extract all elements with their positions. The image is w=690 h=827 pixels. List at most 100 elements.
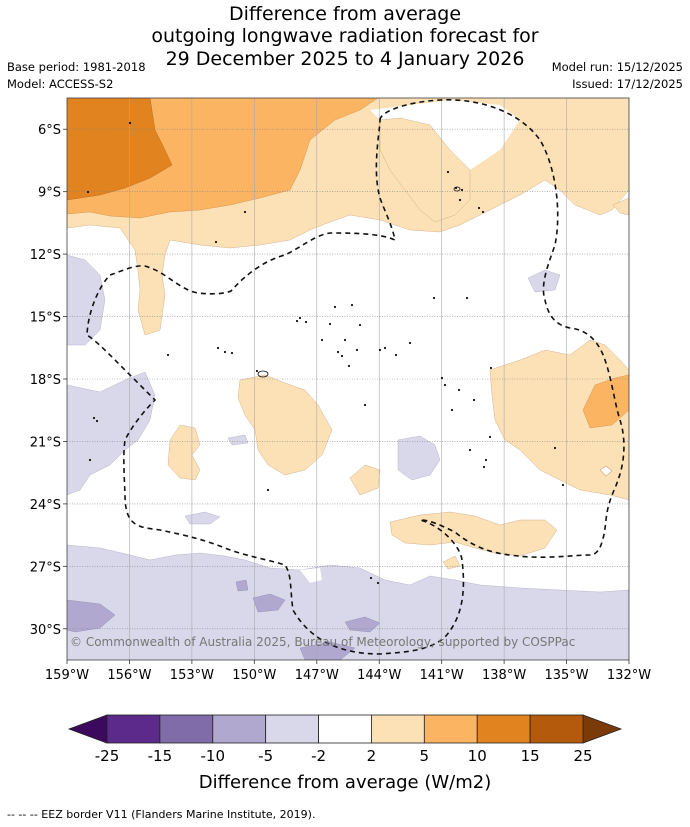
island-dot <box>408 341 412 345</box>
y-axis-ticks: 6°S 9°S 12°S 15°S 18°S 21°S 24°S 27°S 30°S <box>30 123 67 638</box>
meta-left: Base period: 1981-2018 Model: ACCESS-S2 <box>7 59 146 93</box>
island-dot <box>92 416 96 420</box>
x-tick-label: 141°W <box>420 668 464 683</box>
island-dot <box>216 346 220 350</box>
title-line-1: Difference from average <box>228 3 462 25</box>
colorbar-bin <box>529 714 584 744</box>
island-dot <box>443 383 447 387</box>
island-dot <box>457 388 461 392</box>
anomaly-region-light-purple-east <box>527 269 561 293</box>
y-tick-label: 18°S <box>30 373 61 388</box>
colorbar-tick-label: 15 <box>521 747 540 765</box>
island-dot <box>298 316 302 320</box>
island-dot <box>482 465 486 469</box>
colorbar-tick-label: -15 <box>148 747 173 765</box>
island-dot <box>450 408 454 412</box>
anomaly-region-light-purple-west <box>67 254 106 346</box>
anomaly-region-light-orange-central <box>237 374 333 476</box>
islands <box>86 121 613 585</box>
island-dot <box>223 350 227 354</box>
island-dot <box>86 190 90 194</box>
island-dot <box>88 458 92 462</box>
colorbar-bin <box>212 714 267 744</box>
island-dot <box>266 488 270 492</box>
anomaly-region-purple-a <box>252 593 286 613</box>
island-dot <box>95 419 99 423</box>
anomaly-region-light-purple-small-a <box>184 511 221 525</box>
colorbar-bin <box>423 714 478 744</box>
x-tick-label: 156°W <box>107 668 151 683</box>
anomaly-region-light-orange-east <box>489 339 629 501</box>
colorbar-tick-label: 10 <box>468 747 487 765</box>
colorbar-tick-label: -5 <box>258 747 273 765</box>
colorbar-tick-label: -10 <box>201 747 226 765</box>
island-dot <box>484 458 488 462</box>
island-dot <box>340 354 344 358</box>
colorbar: -25 -15 -10 -5 -2 2 5 10 15 25 <box>67 714 623 765</box>
footer-note: -- -- -- EEZ border V11 (Flanders Marine… <box>7 808 316 821</box>
island-dot <box>460 188 464 192</box>
colorbar-bin <box>159 714 214 744</box>
base-period: Base period: 1981-2018 <box>7 60 146 74</box>
island-dot <box>214 240 218 244</box>
island-dot <box>328 322 332 326</box>
island-dot <box>561 483 565 487</box>
colorbar-tick-label: 5 <box>420 747 430 765</box>
x-tick-label: 150°W <box>232 668 276 683</box>
island-dot <box>446 170 450 174</box>
island-dot <box>304 320 308 324</box>
anomaly-region-light-orange-south-small <box>442 555 461 570</box>
y-tick-label: 12°S <box>30 248 61 263</box>
island-dot <box>553 446 557 450</box>
island-dot <box>383 346 387 350</box>
colorbar-bin <box>265 714 319 744</box>
island-dot <box>488 435 492 439</box>
island-dot <box>166 353 170 357</box>
colorbar-over-arrow <box>582 714 623 744</box>
colorbar-bin <box>476 714 531 744</box>
x-tick-label: 138°W <box>482 668 526 683</box>
y-tick-label: 30°S <box>30 623 61 638</box>
x-tick-label: 153°W <box>170 668 214 683</box>
colorbar-bin <box>318 714 372 744</box>
gridlines <box>67 98 629 660</box>
colorbar-label: Difference from average (W/m2) <box>199 772 491 793</box>
anomaly-map: © Commonwealth of Australia 2025, Bureau… <box>30 97 651 793</box>
eez-border <box>86 99 625 655</box>
meta-right: Model run: 15/12/2025 Issued: 17/12/2025 <box>552 59 683 93</box>
x-tick-label: 147°W <box>295 668 339 683</box>
colorbar-bin <box>371 714 425 744</box>
colorbar-tick-label: 25 <box>573 747 592 765</box>
island-dot <box>363 403 367 407</box>
anomaly-region-light-purple-south <box>67 544 629 660</box>
anomaly-region-purple-d <box>299 641 356 660</box>
colorbar-bin <box>106 714 161 744</box>
model-name: Model: ACCESS-S2 <box>7 77 114 91</box>
anomaly-region-light-orange-islands <box>379 117 471 223</box>
x-tick-label: 135°W <box>544 668 588 683</box>
map-area: © Commonwealth of Australia 2025, Bureau… <box>67 98 629 660</box>
island-dot <box>477 206 481 210</box>
island-dot <box>468 448 472 452</box>
island-dot <box>347 364 351 368</box>
island-ring <box>453 186 461 192</box>
anomaly-region-light-purple-southwest <box>67 371 156 496</box>
y-tick-label: 9°S <box>38 186 61 201</box>
island-ring <box>257 370 269 378</box>
island-dot <box>333 305 337 309</box>
island-dot <box>295 319 299 323</box>
title-line-2: outgoing longwave radiation forecast for <box>151 25 539 47</box>
x-axis-ticks: 159°W 156°W 153°W 150°W 147°W 144°W 141°W 138°W… <box>45 660 651 683</box>
anomaly-region-light-orange-south <box>389 511 558 557</box>
island-dot <box>255 369 259 373</box>
anomaly-region-purple-c <box>344 616 381 633</box>
island-white-marker <box>599 465 613 477</box>
anomaly-region-purple-e <box>235 579 249 592</box>
island-dot <box>432 296 436 300</box>
anomaly-region-dark-orange-northwest <box>67 98 173 201</box>
anomaly-region-orange-east-patch <box>612 197 629 216</box>
issued-date: Issued: 17/12/2025 <box>572 77 683 91</box>
colorbar-tick-label: 2 <box>367 747 377 765</box>
island-dot <box>489 366 493 370</box>
y-tick-label: 15°S <box>30 311 61 326</box>
